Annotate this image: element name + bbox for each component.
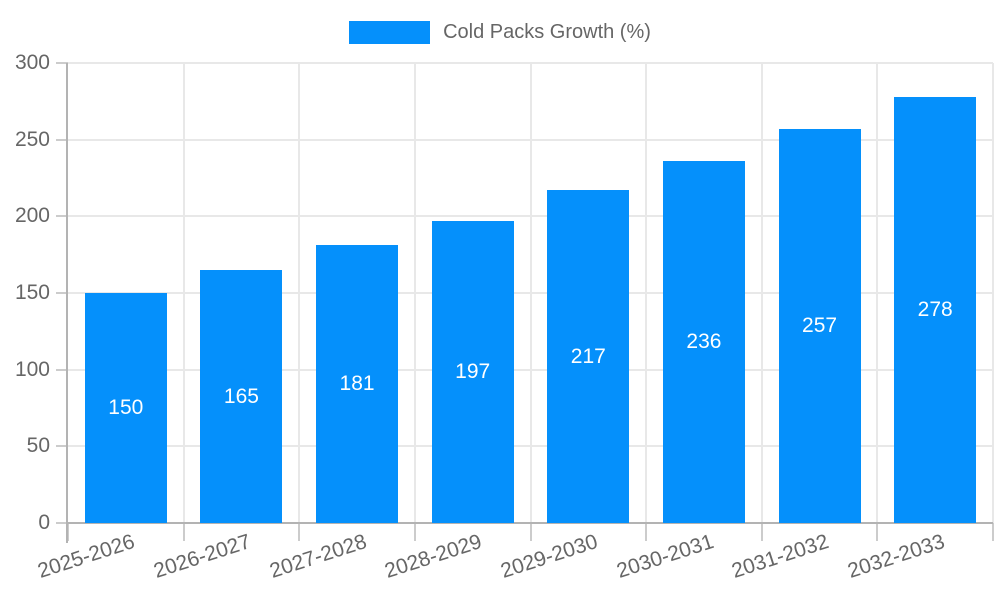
x-axis-tick (67, 523, 69, 541)
gridline-vertical (876, 63, 879, 523)
gridline-vertical (992, 63, 994, 523)
y-axis-tick-label: 100 (14, 357, 50, 381)
y-axis-tick-label: 200 (14, 204, 50, 228)
y-axis-tick (56, 138, 68, 141)
bar-2027-2028 (316, 245, 399, 523)
bar-2032-2033 (894, 96, 977, 523)
x-axis-tick (182, 523, 185, 541)
bar-2026-2027 (200, 270, 283, 523)
legend-swatch-icon (349, 20, 431, 44)
y-axis-tick-label: 50 (26, 434, 50, 458)
y-axis-line (66, 63, 68, 543)
bar-2030-2031 (662, 161, 745, 523)
bar-value-label: 217 (570, 344, 606, 368)
bar-2029-2030 (547, 190, 630, 523)
y-axis-tick (56, 445, 68, 448)
bar-value-label: 197 (455, 359, 491, 383)
x-axis-tick (413, 523, 416, 541)
x-axis-tick (760, 523, 763, 541)
x-axis-tick (298, 523, 301, 541)
x-axis-label: 2026-2027 (150, 530, 254, 583)
x-axis-label: 2032-2033 (844, 530, 948, 583)
y-axis-tick (56, 215, 68, 218)
y-axis-tick-label: 300 (14, 51, 50, 74)
bar-2028-2029 (431, 220, 514, 523)
gridline-vertical (760, 63, 763, 523)
bar-value-label: 278 (917, 297, 953, 321)
bar-2025-2026 (84, 293, 167, 523)
bar-value-label: 257 (802, 313, 838, 337)
gridline-vertical (529, 63, 532, 523)
legend-label: Cold Packs Growth (%) (443, 20, 651, 43)
x-axis-label: 2031-2032 (729, 530, 832, 583)
x-axis-label: 2027-2028 (266, 530, 370, 583)
y-axis-tick (56, 62, 68, 64)
x-axis-label: 2030-2031 (613, 530, 717, 583)
gridline-vertical (413, 63, 416, 523)
y-axis-tick (56, 368, 68, 371)
x-axis-label: 2025-2026 (35, 530, 138, 583)
gridline-vertical (298, 63, 301, 523)
y-axis-tick-label: 150 (14, 281, 50, 304)
gridline-vertical (645, 63, 648, 523)
x-axis-label: 2029-2030 (497, 530, 601, 583)
bar-2031-2032 (778, 128, 861, 523)
y-axis-tick-label: 250 (14, 127, 50, 151)
x-axis-label: 2028-2029 (382, 530, 485, 583)
y-axis-tick (56, 522, 68, 524)
bar-value-label: 165 (223, 384, 259, 408)
gridline-vertical (182, 63, 185, 523)
y-axis-tick-label: 0 (38, 511, 50, 534)
y-axis-tick (56, 292, 68, 294)
x-axis-line (66, 522, 993, 524)
x-axis-tick (645, 523, 648, 541)
x-axis-tick (876, 523, 879, 541)
x-axis-tick (529, 523, 532, 541)
bar-value-label: 150 (108, 396, 144, 419)
bar-value-label: 181 (339, 372, 375, 396)
chart-legend[interactable]: Cold Packs Growth (%) (0, 18, 1000, 46)
x-axis-tick (992, 523, 994, 541)
bar-value-label: 236 (686, 330, 722, 354)
